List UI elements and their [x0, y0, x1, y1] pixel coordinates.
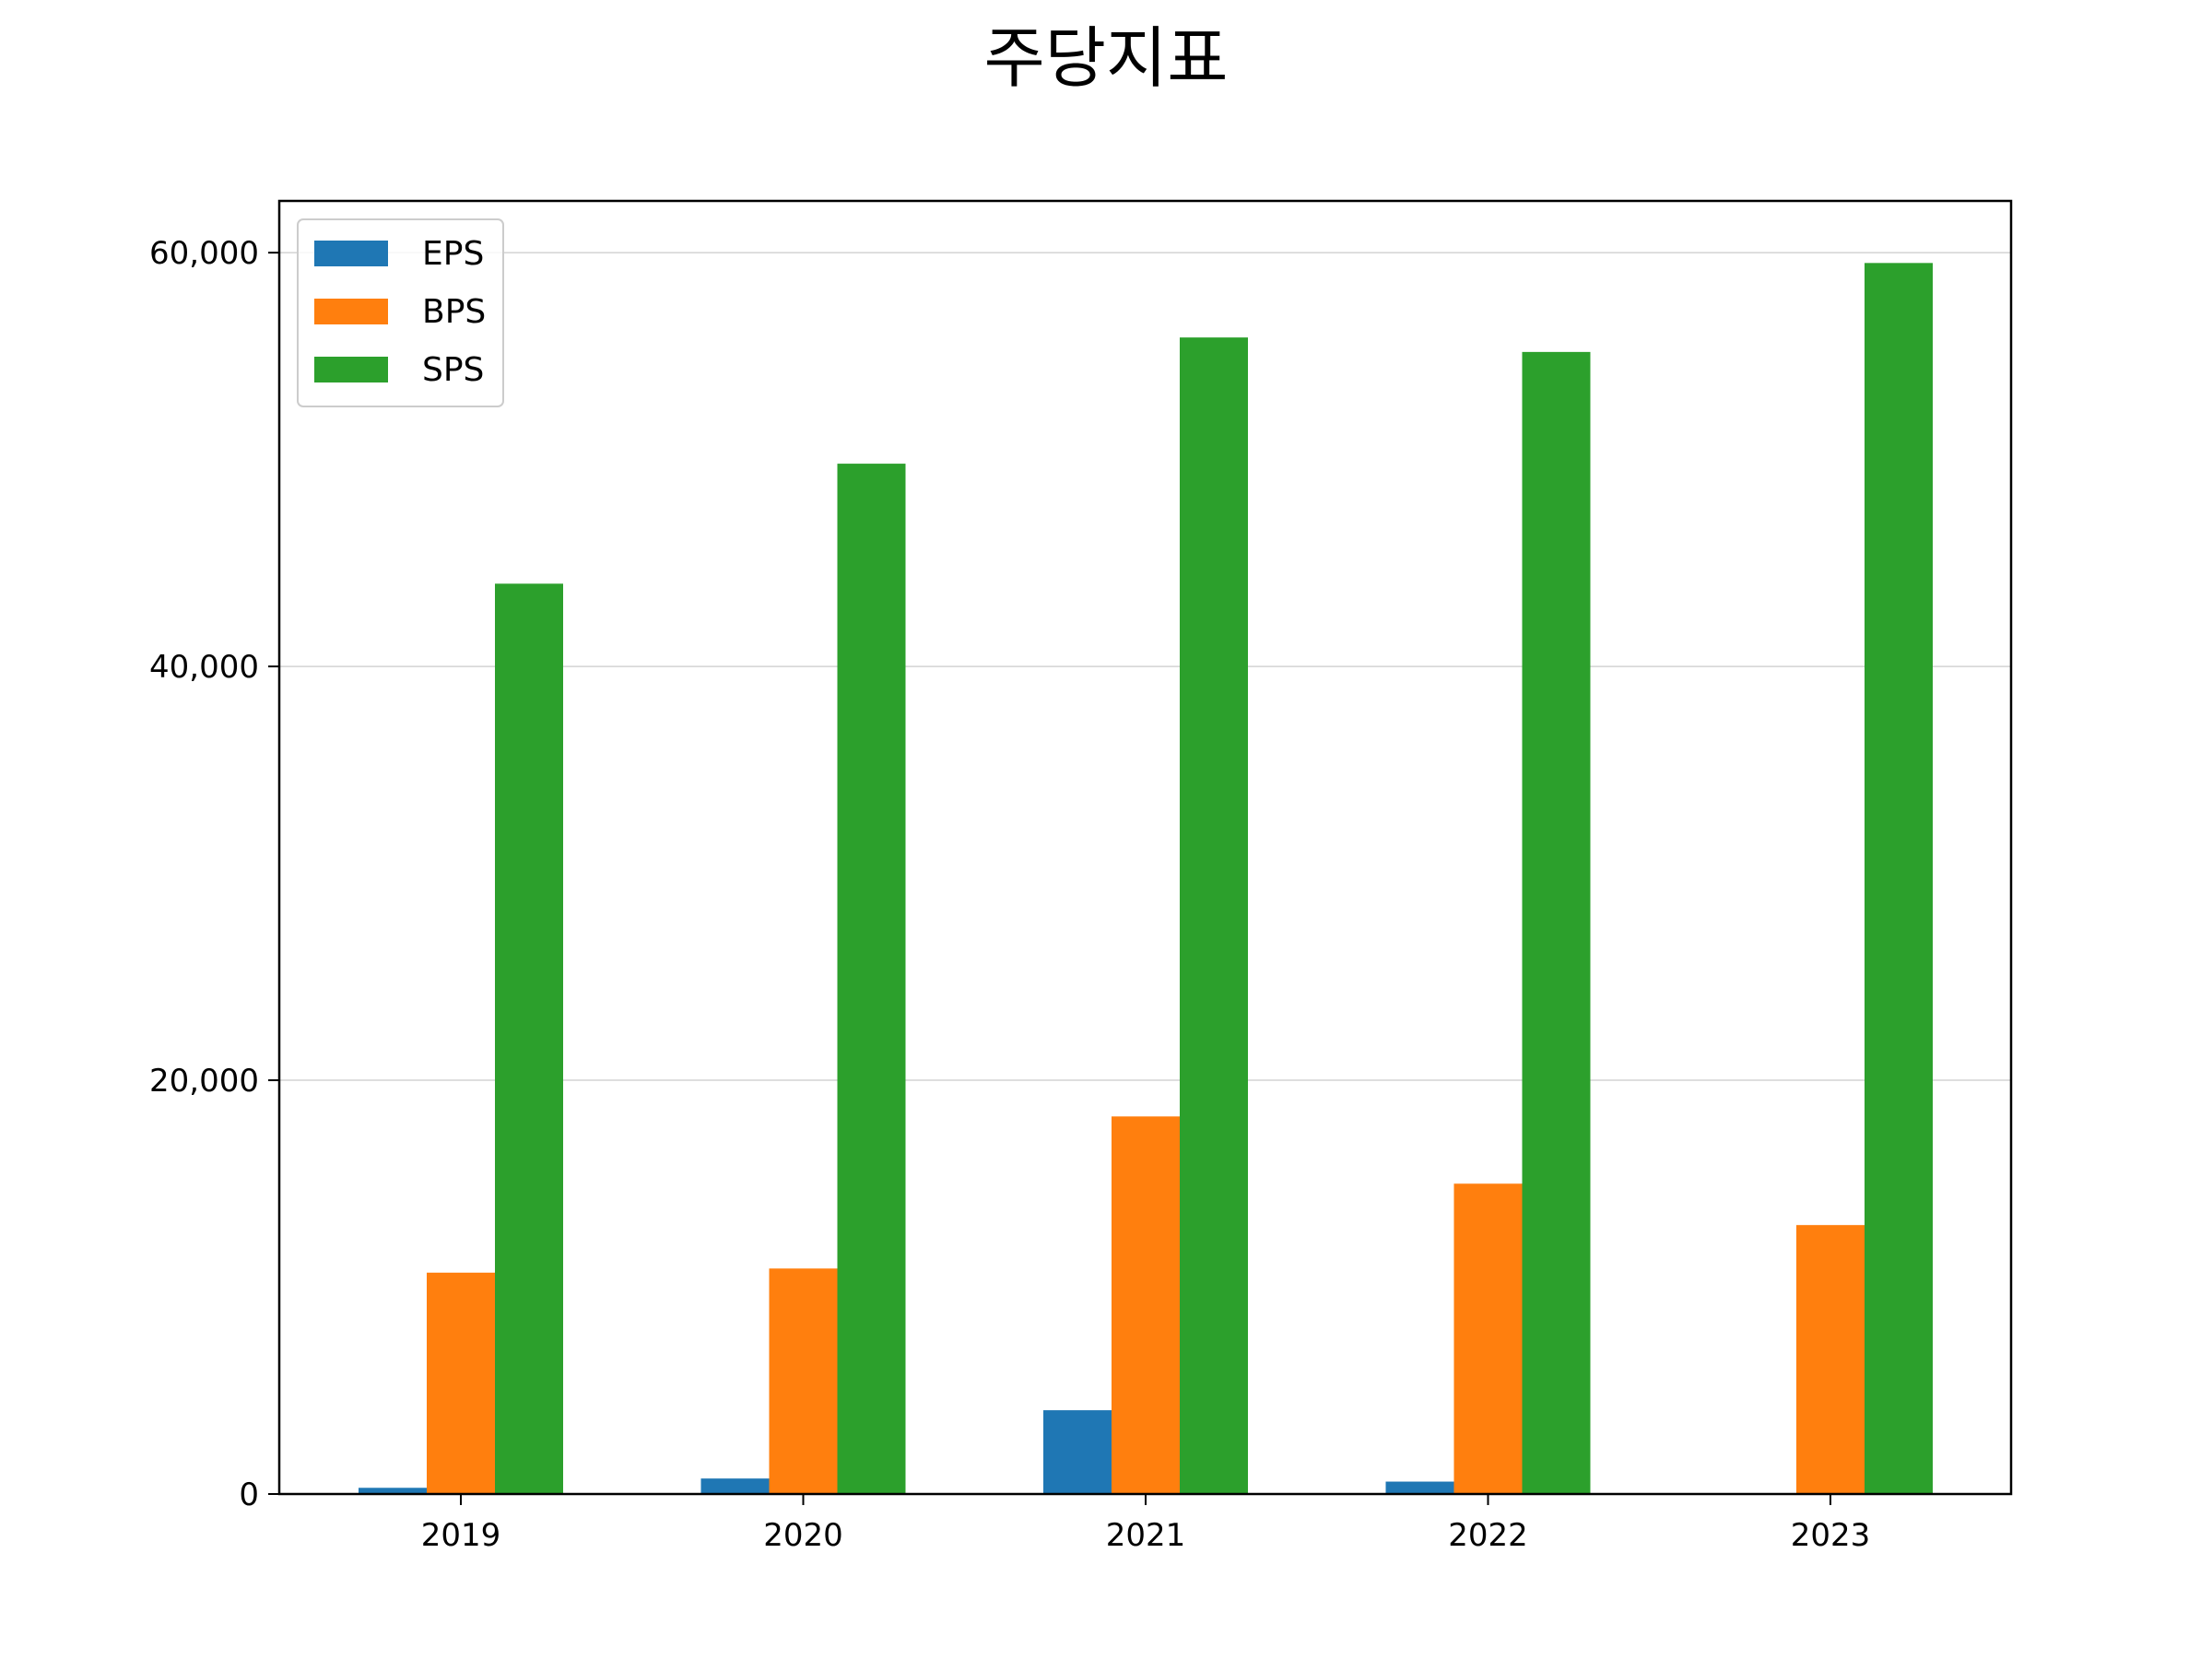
legend-label-bps: BPS: [422, 293, 486, 331]
bar-sps-2019: [495, 583, 563, 1494]
bar-eps-2021: [1043, 1410, 1112, 1494]
bar-sps-2020: [837, 464, 906, 1494]
legend-label-eps: EPS: [422, 235, 484, 273]
legend-swatch-eps: [314, 241, 388, 266]
y-tick-label: 60,000: [149, 235, 259, 272]
legend-swatch-bps: [314, 299, 388, 324]
axis-ticks: 0 20,000 40,000 60,000 2019 2020 2021 2022 2023: [149, 235, 1870, 1554]
bar-sps-2022: [1522, 351, 1591, 1495]
bar-bps-2019: [427, 1272, 495, 1494]
x-tick-label: 2021: [1106, 1517, 1186, 1554]
bar-eps-2019: [359, 1488, 427, 1494]
x-tick-label: 2020: [763, 1517, 843, 1554]
x-tick-label: 2023: [1791, 1517, 1871, 1554]
bar-eps-2022: [1385, 1481, 1454, 1494]
bar-bps-2023: [1796, 1225, 1865, 1494]
y-tick-label: 0: [239, 1477, 259, 1513]
grid-lines: [279, 252, 2011, 1081]
x-tick-label: 2019: [421, 1517, 501, 1554]
bar-bps-2020: [769, 1268, 838, 1494]
chart-title: 주당지표: [984, 19, 1229, 97]
legend-swatch-sps: [314, 357, 388, 382]
bar-bps-2021: [1112, 1116, 1180, 1494]
y-tick-label: 40,000: [149, 649, 259, 686]
y-tick-label: 20,000: [149, 1063, 259, 1100]
bars: [359, 263, 1933, 1495]
legend-label-sps: SPS: [422, 351, 484, 389]
x-tick-label: 2022: [1448, 1517, 1528, 1554]
bar-sps-2021: [1180, 337, 1248, 1495]
bar-sps-2023: [1865, 263, 1933, 1494]
bar-bps-2022: [1453, 1183, 1523, 1494]
legend: EPS BPS SPS: [297, 218, 504, 407]
bar-eps-2020: [700, 1478, 770, 1494]
